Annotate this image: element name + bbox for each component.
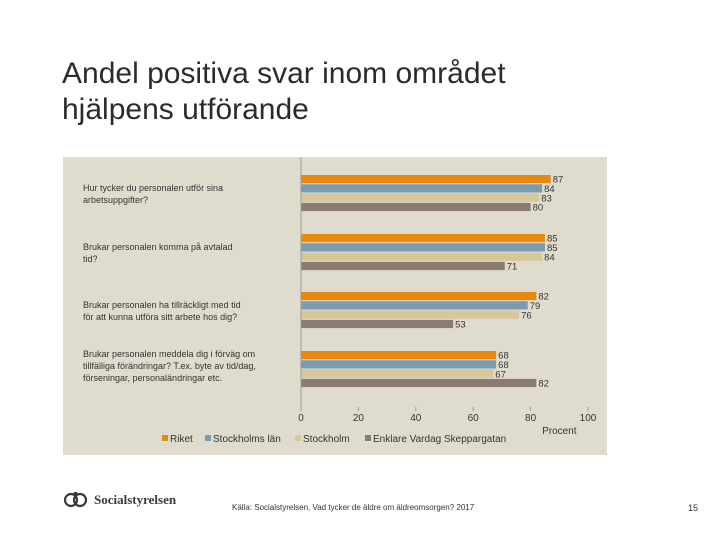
title-line-2: hjälpens utförande (62, 93, 309, 126)
value-label: 68 (498, 351, 509, 362)
value-label: 82 (538, 379, 549, 390)
bar-4-stockholm (301, 369, 494, 378)
socialstyrelsen-logo-icon (64, 491, 88, 508)
value-label: 83 (541, 193, 552, 204)
category-label: Brukar personalen ha tillräckligt med ti… (83, 300, 241, 310)
value-label: 84 (544, 184, 555, 195)
page-title: Andel positiva svar inom området hjälpen… (62, 56, 662, 128)
legend-label: Stockholm (303, 434, 350, 445)
legend-swatch (205, 435, 211, 441)
logo-text: Socialstyrelsen (94, 492, 177, 507)
category-label: för att kunna utföra sitt arbete hos dig… (83, 312, 237, 322)
bar-2-riket (301, 234, 545, 243)
value-label: 71 (507, 262, 518, 273)
value-label: 82 (538, 292, 549, 303)
logo: Socialstyrelsen (64, 490, 176, 510)
value-label: 76 (521, 310, 532, 321)
bar-1-enklare-vardag-skeppargatan (301, 202, 531, 212)
x-axis-title: Procent (542, 426, 577, 437)
bar-3-stockholms-län (301, 301, 528, 310)
source-note: Källa: Socialstyrelsen, Vad tycker de äl… (232, 503, 475, 512)
category-label: förseningar, personaländringar etc. (83, 373, 222, 383)
chart-panel: 87 84 83 80 Hur tycker du personalen utför s… (63, 157, 607, 455)
category-label: Brukar personalen meddela dig i förväg o… (83, 349, 255, 359)
value-label: 53 (455, 320, 466, 331)
value-label: 67 (495, 369, 506, 380)
value-label: 85 (547, 234, 558, 245)
bar-4-enklare-vardag-skeppargatan (301, 378, 537, 388)
legend-label: Riket (170, 434, 193, 445)
title-line-1: Andel positiva svar inom området (62, 57, 506, 90)
legend-swatch (162, 435, 168, 441)
legend-label: Enklare Vardag Skeppargatan (373, 434, 506, 445)
category-label: arbetsuppgifter? (83, 195, 148, 205)
bar-1-riket (301, 175, 551, 184)
bar-1-stockholms-län (301, 184, 543, 193)
x-tick-label: 60 (468, 413, 480, 424)
bar-4-riket (301, 351, 497, 360)
value-label: 87 (553, 175, 564, 186)
x-tick-label: 20 (353, 413, 365, 424)
legend-label: Stockholms län (213, 434, 281, 445)
category-label: tid? (83, 254, 98, 264)
page-number: 15 (688, 503, 699, 513)
bar-1-stockholm (301, 193, 540, 202)
legend-swatch (365, 435, 371, 441)
category-label: Hur tycker du personalen utför sina (83, 183, 223, 193)
bar-2-stockholm (301, 252, 543, 261)
value-label: 85 (547, 243, 558, 254)
bar-2-stockholms-län (301, 243, 545, 252)
x-tick-label: 100 (580, 413, 597, 424)
bar-3-stockholm (301, 310, 520, 319)
value-label: 80 (533, 203, 544, 214)
bar-3-riket (301, 292, 537, 301)
category-label: tillfälliga förändringar? T.ex. byte av … (83, 361, 256, 371)
value-label: 68 (498, 360, 509, 371)
x-tick-label: 40 (410, 413, 422, 424)
category-label: Brukar personalen komma på avtalad (83, 242, 233, 252)
x-tick-label: 0 (298, 413, 304, 424)
value-label: 79 (530, 301, 541, 312)
bar-4-stockholms-län (301, 360, 497, 369)
legend-swatch (295, 435, 301, 441)
x-tick-label: 80 (525, 413, 537, 424)
value-label: 84 (544, 252, 555, 263)
bar-2-enklare-vardag-skeppargatan (301, 261, 505, 271)
bar-3-enklare-vardag-skeppargatan (301, 319, 454, 329)
